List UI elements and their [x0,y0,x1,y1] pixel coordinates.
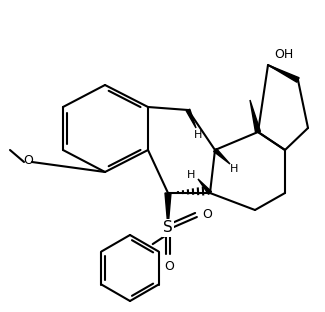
Text: H: H [230,164,238,174]
Polygon shape [186,109,196,128]
Polygon shape [268,65,299,82]
Polygon shape [250,100,260,133]
Text: S: S [163,221,173,236]
Polygon shape [165,193,171,228]
Text: O: O [164,260,174,272]
Text: O: O [23,154,33,167]
Text: H: H [187,170,195,180]
Polygon shape [198,179,212,194]
Text: O: O [202,207,212,221]
Polygon shape [214,149,230,164]
Text: OH: OH [274,48,293,61]
Text: H: H [194,130,202,140]
